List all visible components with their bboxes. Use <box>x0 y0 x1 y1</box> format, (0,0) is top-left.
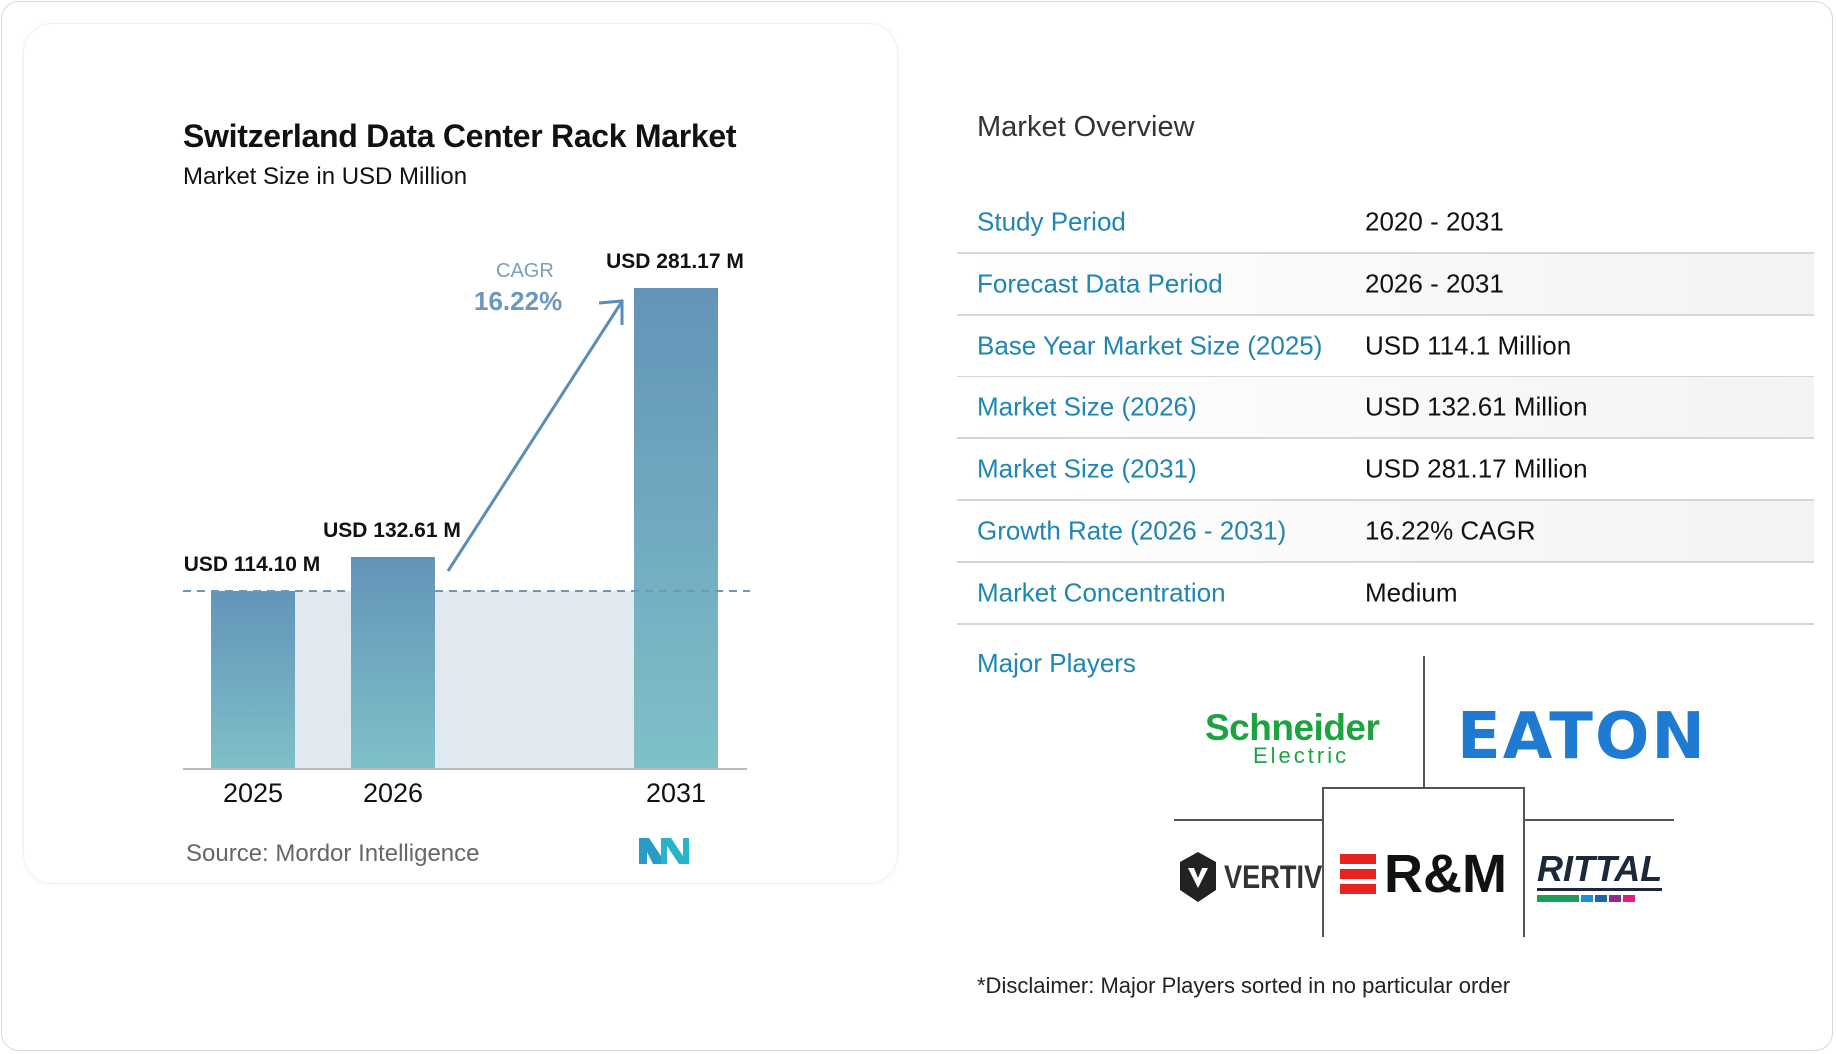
data-label: USD 281.17 M <box>606 249 744 273</box>
row-label: Market Concentration <box>977 577 1226 608</box>
vertiv-mark-icon <box>1180 852 1216 902</box>
bar-2026 <box>351 557 435 769</box>
chart-subtitle: Market Size in USD Million <box>183 163 468 190</box>
data-label: USD 132.61 M <box>323 519 461 543</box>
x-tick-label: 2025 <box>222 778 284 808</box>
row-value: USD 132.61 Million <box>1365 391 1588 422</box>
row-label: Growth Rate (2026 - 2031) <box>977 515 1287 546</box>
row-label: Forecast Data Period <box>977 268 1223 299</box>
row-value: USD 114.1 Million <box>1365 330 1572 361</box>
overview-row: Market Size (2026) USD 132.61 Million <box>957 377 1814 439</box>
overview-row: Market Size (2031) USD 281.17 Million <box>957 439 1814 501</box>
overview-title: Market Overview <box>977 111 1195 143</box>
source-text: Source: Mordor Intelligence <box>186 840 480 867</box>
baseline-shade <box>253 591 676 769</box>
overview-row: Base Year Market Size (2025) USD 114.1 Mi… <box>957 316 1814 378</box>
row-value: USD 281.17 Million <box>1365 453 1588 484</box>
disclaimer-text: *Disclaimer: Major Players sorted in no … <box>977 973 1511 998</box>
chart-card <box>23 23 898 884</box>
grid-divider <box>1525 819 1674 821</box>
mordor-logo-icon <box>639 838 689 864</box>
rm-logo: R&M <box>1340 843 1507 905</box>
row-label: Base Year Market Size (2025) <box>977 330 1323 361</box>
row-value: Medium <box>1365 577 1458 608</box>
overview-row: Study Period 2020 - 2031 <box>957 192 1814 254</box>
row-value: 2026 - 2031 <box>1365 268 1504 299</box>
rittal-logo: RITTAL <box>1537 850 1663 902</box>
x-tick-label: 2031 <box>645 778 707 808</box>
schneider-electric-logo: Schneider Electric <box>1205 707 1380 768</box>
bar-2025 <box>211 591 295 769</box>
row-label: Study Period <box>977 206 1126 237</box>
cagr-arrow-icon <box>446 299 624 572</box>
bar-2031 <box>634 287 718 769</box>
row-value: 2020 - 2031 <box>1365 206 1504 237</box>
overview-row: Forecast Data Period 2026 - 2031 <box>957 254 1814 316</box>
cagr-label: CAGR <box>496 260 554 282</box>
vertiv-logo: VERTIV <box>1180 852 1340 902</box>
cagr-value: 16.22% <box>474 286 563 316</box>
center-logo-box <box>1322 787 1525 937</box>
grid-divider <box>1174 819 1323 821</box>
overview-row: Market Concentration Medium <box>957 563 1814 625</box>
major-players-label: Major Players <box>977 648 1136 678</box>
data-label: USD 114.10 M <box>183 553 321 577</box>
overview-row: Growth Rate (2026 - 2031) 16.22% CAGR <box>957 501 1814 563</box>
chart-overlay <box>183 299 750 770</box>
chart-title: Switzerland Data Center Rack Market <box>183 118 737 154</box>
row-label: Market Size (2026) <box>977 391 1197 422</box>
eaton-logo: EATON <box>1457 700 1707 774</box>
row-label: Market Size (2031) <box>977 453 1197 484</box>
x-tick-label: 2026 <box>362 778 424 808</box>
grid-divider <box>1423 656 1425 787</box>
row-value: 16.22% CAGR <box>1365 515 1536 546</box>
